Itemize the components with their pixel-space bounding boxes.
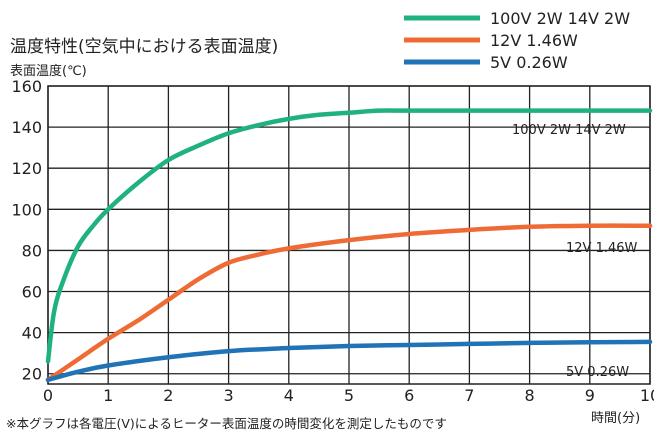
- y-tick-label: 60: [22, 283, 42, 302]
- y-tick-labels: 20 40 60 80 100 120 140 160: [11, 77, 42, 384]
- y-tick-label: 20: [22, 365, 42, 384]
- x-tick-label: 4: [284, 386, 294, 405]
- legend-label: 100V 2W 14V 2W: [490, 9, 630, 28]
- y-axis-label: 表面温度(℃): [10, 63, 87, 79]
- x-tick-label: 10: [640, 386, 654, 405]
- x-tick-labels: 0 1 2 3 4 5 6 7 8 9 10: [43, 386, 654, 405]
- y-tick-label: 140: [11, 118, 42, 137]
- series-inline-labels: 100V 2W 14V 2W 12V 1.46W 5V 0.26W: [512, 123, 638, 380]
- x-tick-label: 1: [103, 386, 113, 405]
- x-tick-label: 2: [163, 386, 173, 405]
- y-tick-label: 80: [22, 241, 42, 260]
- x-tick-label: 8: [525, 386, 535, 405]
- y-tick-label: 160: [11, 77, 42, 96]
- legend-label: 12V 1.46W: [490, 31, 578, 50]
- footnote: ※本グラフは各電圧(V)によるヒーター表面温度の時間変化を測定したものです: [6, 416, 447, 430]
- series-inline-label: 12V 1.46W: [566, 241, 638, 256]
- series-line: [45, 223, 653, 383]
- x-tick-label: 7: [464, 386, 474, 405]
- legend-label: 5V 0.26W: [490, 53, 568, 72]
- x-tick-label: 6: [404, 386, 414, 405]
- chart-title: 温度特性(空気中における表面温度): [10, 37, 278, 57]
- series-inline-label: 5V 0.26W: [566, 365, 629, 380]
- x-tick-label: 0: [43, 386, 53, 405]
- legend: 100V 2W 14V 2W 12V 1.46W 5V 0.26W: [404, 9, 630, 72]
- y-tick-label: 40: [22, 324, 42, 343]
- series-inline-label: 100V 2W 14V 2W: [512, 123, 626, 138]
- series-line: [45, 108, 653, 364]
- y-tick-label: 100: [11, 200, 42, 219]
- x-tick-label: 9: [585, 386, 595, 405]
- x-axis-label: 時間(分): [591, 411, 640, 426]
- series-line: [45, 339, 653, 383]
- plot-grid: [47, 85, 651, 385]
- y-tick-label: 120: [11, 159, 42, 178]
- series-lines: [45, 108, 653, 383]
- x-tick-label: 5: [344, 386, 354, 405]
- x-tick-label: 3: [224, 386, 234, 405]
